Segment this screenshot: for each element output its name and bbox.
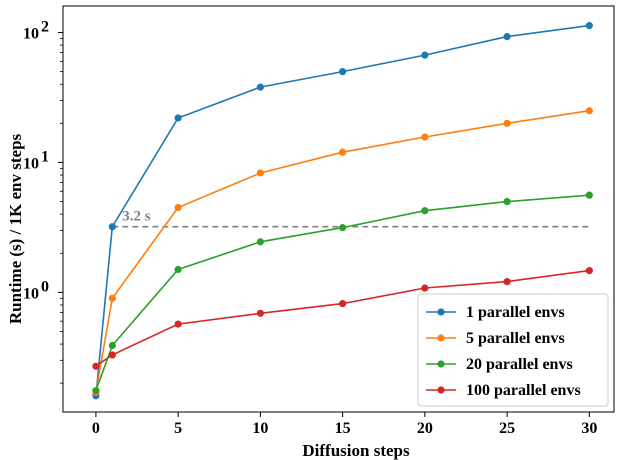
series-2-point — [256, 169, 264, 177]
plot-frame — [62, 5, 615, 413]
x-tick-label: 30 — [581, 420, 597, 437]
series-4-point — [421, 284, 429, 292]
series-2-point — [585, 107, 593, 115]
series-3-point — [108, 341, 116, 350]
x-tick-label: 25 — [499, 420, 515, 437]
series-1-point — [174, 114, 182, 122]
series-4-point — [108, 351, 116, 359]
y-tick-exponent: 1 — [41, 148, 49, 165]
y-tick-exponent: 0 — [41, 278, 49, 295]
series-4-point — [174, 320, 182, 328]
legend-label-1: 1 parallel envs — [466, 304, 565, 321]
series-1-point — [421, 51, 429, 59]
series-3-point — [174, 265, 182, 274]
series-line-4 — [95, 269, 590, 367]
y-tick-exponent: 2 — [41, 19, 49, 36]
series-3-point — [503, 197, 511, 206]
x-tick-label: 0 — [92, 420, 100, 437]
series-4-point — [503, 278, 511, 286]
series-2-point — [339, 148, 347, 156]
series-2-point — [503, 119, 511, 127]
series-4-point — [585, 267, 593, 275]
series-4-point — [256, 309, 264, 317]
series-3-point — [339, 224, 347, 232]
series-1-point — [339, 68, 347, 76]
y-tick-label: 10 — [23, 285, 39, 302]
legend: 1 parallel envs 5 parallel envs 20 paralle… — [417, 293, 609, 407]
x-tick-label: 5 — [174, 420, 182, 437]
legend-marker-3 — [437, 360, 445, 368]
legend-label-4: 100 parallel envs — [466, 382, 581, 399]
reference-annotation: 3.2 s — [122, 209, 151, 225]
y-tick-label: 10 — [23, 26, 39, 43]
series-1-point — [585, 22, 593, 30]
legend-box — [417, 293, 609, 407]
series-line-2 — [95, 109, 590, 393]
series-line-1 — [95, 24, 590, 396]
series-3-point — [92, 387, 100, 395]
series-4-point — [339, 299, 347, 308]
series-1-point — [503, 33, 511, 41]
series-1-point — [256, 83, 264, 91]
series-line-3 — [95, 194, 590, 391]
y-tick-label: 10 — [23, 155, 39, 172]
series-2-point — [174, 203, 182, 212]
legend-marker-2 — [437, 334, 445, 342]
plot-area: 3.2 s — [62, 5, 615, 413]
series-3-point — [256, 238, 264, 246]
series-1-point — [108, 223, 116, 231]
series-2-point — [108, 294, 116, 302]
legend-marker-1 — [437, 308, 445, 316]
series-2-point — [421, 133, 429, 141]
series-3-point — [585, 191, 593, 199]
series-3-point — [421, 207, 429, 215]
series-4-point — [92, 362, 100, 370]
x-tick-label: 15 — [335, 420, 351, 437]
legend-label-2: 5 parallel envs — [466, 330, 565, 347]
legend-marker-4 — [437, 386, 445, 394]
x-tick-label: 10 — [252, 420, 268, 437]
y-axis-title: Runtime (s) / 1K env steps — [6, 133, 25, 324]
legend-label-3: 20 parallel envs — [466, 356, 573, 373]
x-tick-label: 20 — [417, 420, 433, 437]
x-axis-title: Diffusion steps — [302, 441, 410, 460]
